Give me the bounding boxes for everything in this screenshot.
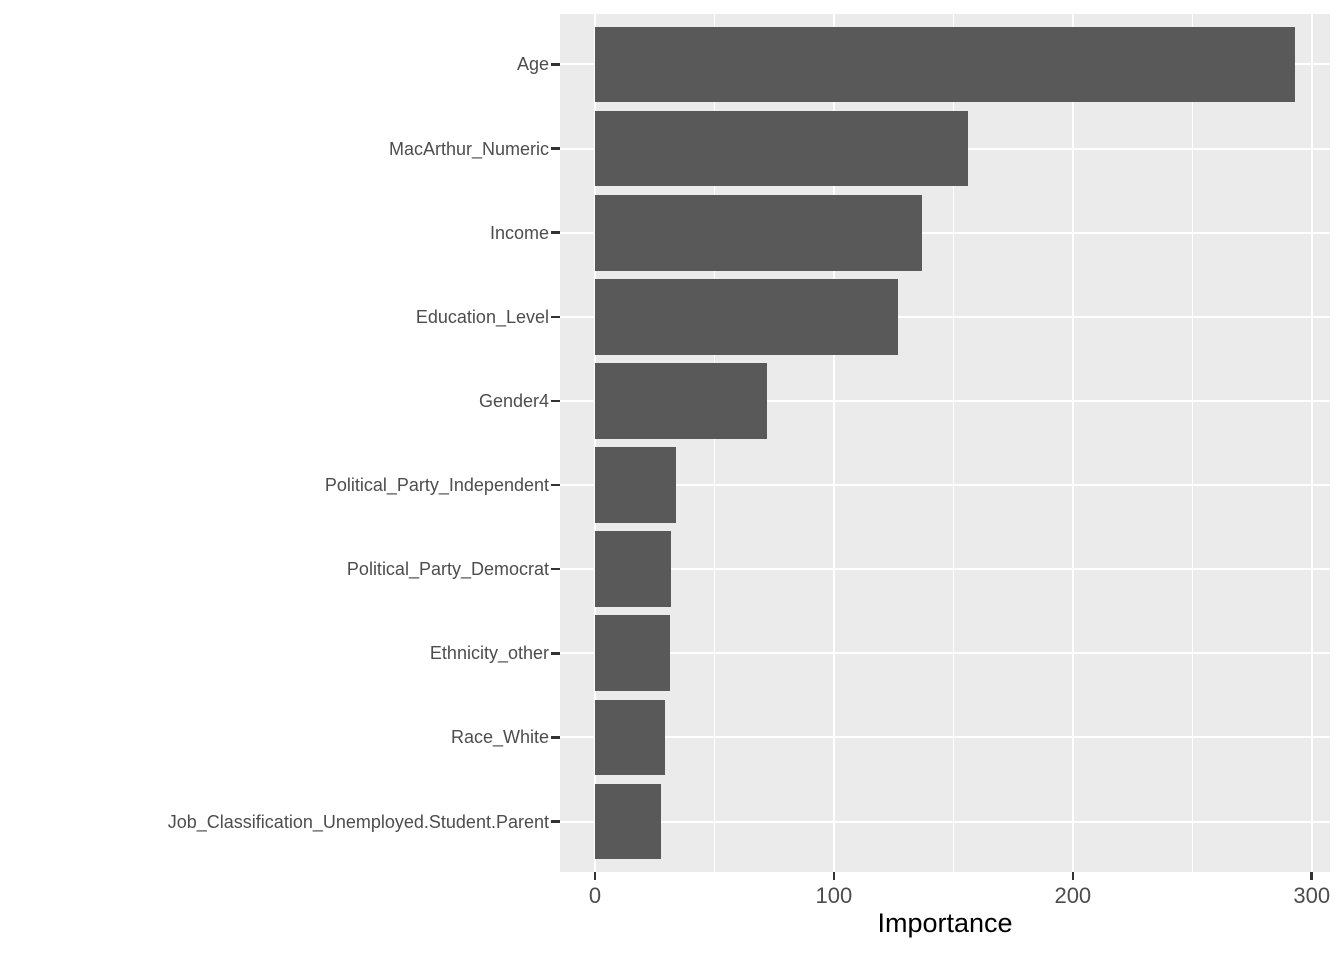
importance-bar xyxy=(595,194,923,271)
importance-bar xyxy=(595,363,767,439)
importance-bar xyxy=(595,615,671,692)
y-axis-label: Income xyxy=(489,222,549,243)
gridline-major-vertical xyxy=(1071,14,1074,872)
gridline-minor-vertical xyxy=(952,14,954,872)
plot-panel xyxy=(560,14,1330,872)
y-axis-label: MacArthur_Numeric xyxy=(388,138,549,159)
y-axis-label: Job_Classification_Unemployed.Student.Pa… xyxy=(167,811,549,832)
importance-bar xyxy=(595,699,666,776)
y-axis-label: Education_Level xyxy=(415,306,549,327)
x-axis-tick-mark xyxy=(832,872,836,880)
x-axis-tick-label: 0 xyxy=(588,883,602,908)
gridline-minor-vertical xyxy=(1191,14,1193,872)
x-axis-tick-label: 300 xyxy=(1293,883,1331,908)
importance-bar xyxy=(595,278,899,355)
x-axis-tick-label: 100 xyxy=(815,883,853,908)
y-axis-label: Ethnicity_other xyxy=(429,643,549,664)
gridline-major-horizontal xyxy=(560,399,1330,402)
gridline-minor-vertical xyxy=(713,14,715,872)
x-axis-title: Importance xyxy=(877,908,1013,938)
x-axis-tick-mark xyxy=(1071,872,1075,880)
gridline-major-vertical xyxy=(832,14,835,872)
gridline-major-horizontal xyxy=(560,315,1330,318)
y-axis-tick-mark xyxy=(551,820,560,823)
importance-bar xyxy=(595,110,968,187)
gridline-major-horizontal xyxy=(560,484,1330,487)
x-axis-tick-mark xyxy=(593,872,597,880)
importance-bar xyxy=(595,783,661,860)
y-axis-tick-mark xyxy=(551,399,560,403)
y-axis-tick-mark xyxy=(551,483,560,487)
y-axis-tick-mark xyxy=(551,567,560,571)
y-axis-label: Political_Party_Democrat xyxy=(346,559,549,580)
y-axis-tick-mark xyxy=(551,736,560,739)
x-axis-tick-mark xyxy=(1310,872,1313,880)
gridline-major-vertical xyxy=(594,14,596,872)
y-axis-tick-mark xyxy=(551,147,560,150)
y-axis-label: Political_Party_Independent xyxy=(324,475,549,496)
gridline-major-horizontal xyxy=(560,568,1330,571)
importance-bar xyxy=(595,447,677,523)
y-axis-label: Age xyxy=(516,54,549,75)
gridline-major-horizontal xyxy=(560,736,1330,739)
y-axis-tick-mark xyxy=(551,231,560,234)
gridline-major-horizontal xyxy=(560,652,1330,655)
gridline-major-horizontal xyxy=(560,231,1330,234)
gridline-major-horizontal xyxy=(560,820,1330,823)
importance-bar xyxy=(595,531,672,608)
y-axis-tick-mark xyxy=(551,652,560,655)
importance-bar xyxy=(595,26,1295,103)
y-axis-label: Gender4 xyxy=(478,390,549,411)
y-axis-tick-mark xyxy=(551,63,560,66)
y-axis-label: Race_White xyxy=(450,727,549,748)
x-axis-tick-label: 200 xyxy=(1054,883,1092,908)
y-axis-tick-mark xyxy=(551,315,560,319)
gridline-major-vertical xyxy=(1310,14,1313,872)
